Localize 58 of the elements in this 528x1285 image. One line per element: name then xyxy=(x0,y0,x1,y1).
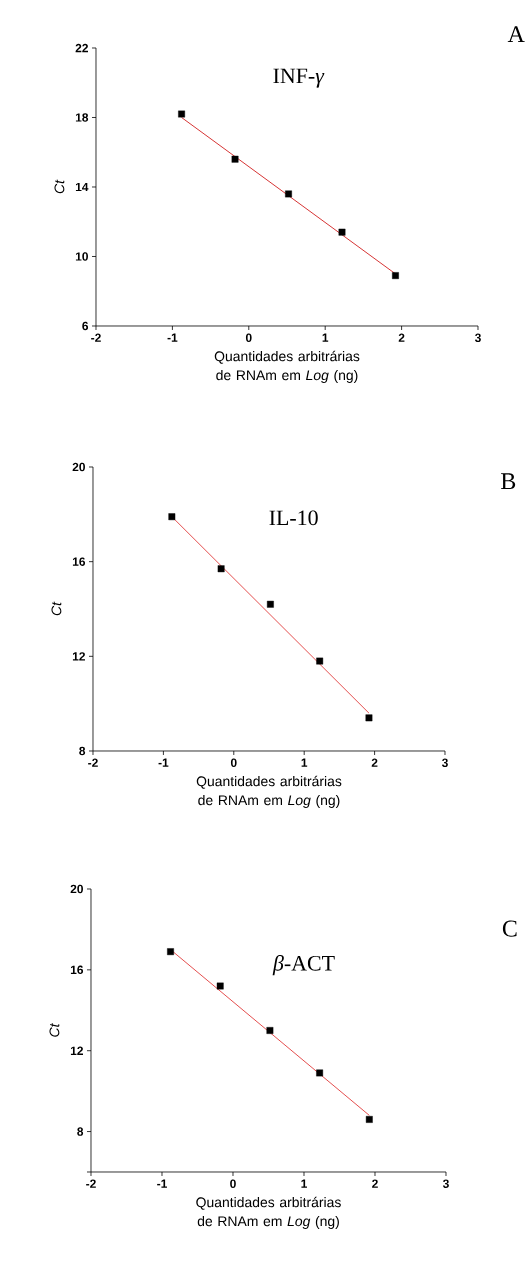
x-tick-label: -2 xyxy=(88,758,98,767)
x-tick-label: 2 xyxy=(398,333,405,342)
text: B xyxy=(501,473,516,490)
y-axis-title: Ct xyxy=(49,1023,60,1037)
y-tick-label: 10 xyxy=(75,252,88,261)
point xyxy=(216,982,224,990)
x-tick-label: 1 xyxy=(301,1179,307,1188)
y-tick-label: 14 xyxy=(75,182,89,192)
point xyxy=(167,948,174,956)
y-tick-label: 12 xyxy=(70,1046,83,1055)
x-tick-label: 1 xyxy=(322,333,329,342)
point xyxy=(168,513,176,521)
text: IL-10 xyxy=(269,510,318,526)
point xyxy=(316,657,324,665)
text: β-ACT xyxy=(272,955,335,976)
x-tick-label: 1 xyxy=(301,758,308,767)
y-tick-label: 16 xyxy=(70,965,83,975)
x-tick-label: -1 xyxy=(158,758,169,767)
x-tick-label: 2 xyxy=(372,1179,378,1188)
x-tick-label: -1 xyxy=(167,333,178,342)
y-tick-label: 18 xyxy=(75,113,89,122)
point xyxy=(316,1069,323,1077)
point xyxy=(338,228,346,236)
x-tick-label: 3 xyxy=(442,1179,449,1188)
text: INF-γ xyxy=(273,68,325,88)
y-tick-label: 12 xyxy=(72,652,85,661)
x-axis-title: Quantidades arbitrárias de RNAm em Log (ng) xyxy=(196,775,342,808)
text: C xyxy=(502,920,517,937)
point xyxy=(266,600,274,608)
y-tick-label: 8 xyxy=(77,1127,84,1136)
point xyxy=(392,272,399,280)
text: A xyxy=(507,26,525,42)
y-tick-label: 6 xyxy=(82,321,88,331)
point xyxy=(285,190,292,198)
x-tick-label: 3 xyxy=(474,333,481,342)
y-tick-label: 22 xyxy=(75,43,88,53)
x-tick-label: 0 xyxy=(230,758,237,767)
y-tick-label: 16 xyxy=(72,557,85,566)
x-tick-label: 0 xyxy=(230,1179,236,1188)
point xyxy=(266,1027,274,1034)
x-axis-title: Quantidades arbitrárias de RNAm em Log (ng) xyxy=(214,350,360,383)
y-tick-label: 20 xyxy=(72,462,85,472)
point xyxy=(365,714,373,722)
point xyxy=(231,155,239,163)
x-tick-label: -2 xyxy=(91,333,101,342)
x-axis-title: Quantidades arbitrárias de RNAm em Log (ng) xyxy=(196,1196,341,1229)
y-tick-label: 20 xyxy=(70,884,83,894)
y-axis-title: Ct xyxy=(51,601,62,616)
x-tick-label: 3 xyxy=(441,758,448,767)
point xyxy=(178,110,185,118)
x-tick-label: 2 xyxy=(371,758,378,767)
x-tick-label: -2 xyxy=(86,1179,96,1188)
y-tick-label: 8 xyxy=(79,746,86,756)
y-axis-title: Ct xyxy=(54,179,65,194)
point xyxy=(365,1116,373,1123)
x-tick-label: -1 xyxy=(157,1179,167,1188)
x-tick-label: 0 xyxy=(245,333,252,342)
point xyxy=(217,565,225,573)
